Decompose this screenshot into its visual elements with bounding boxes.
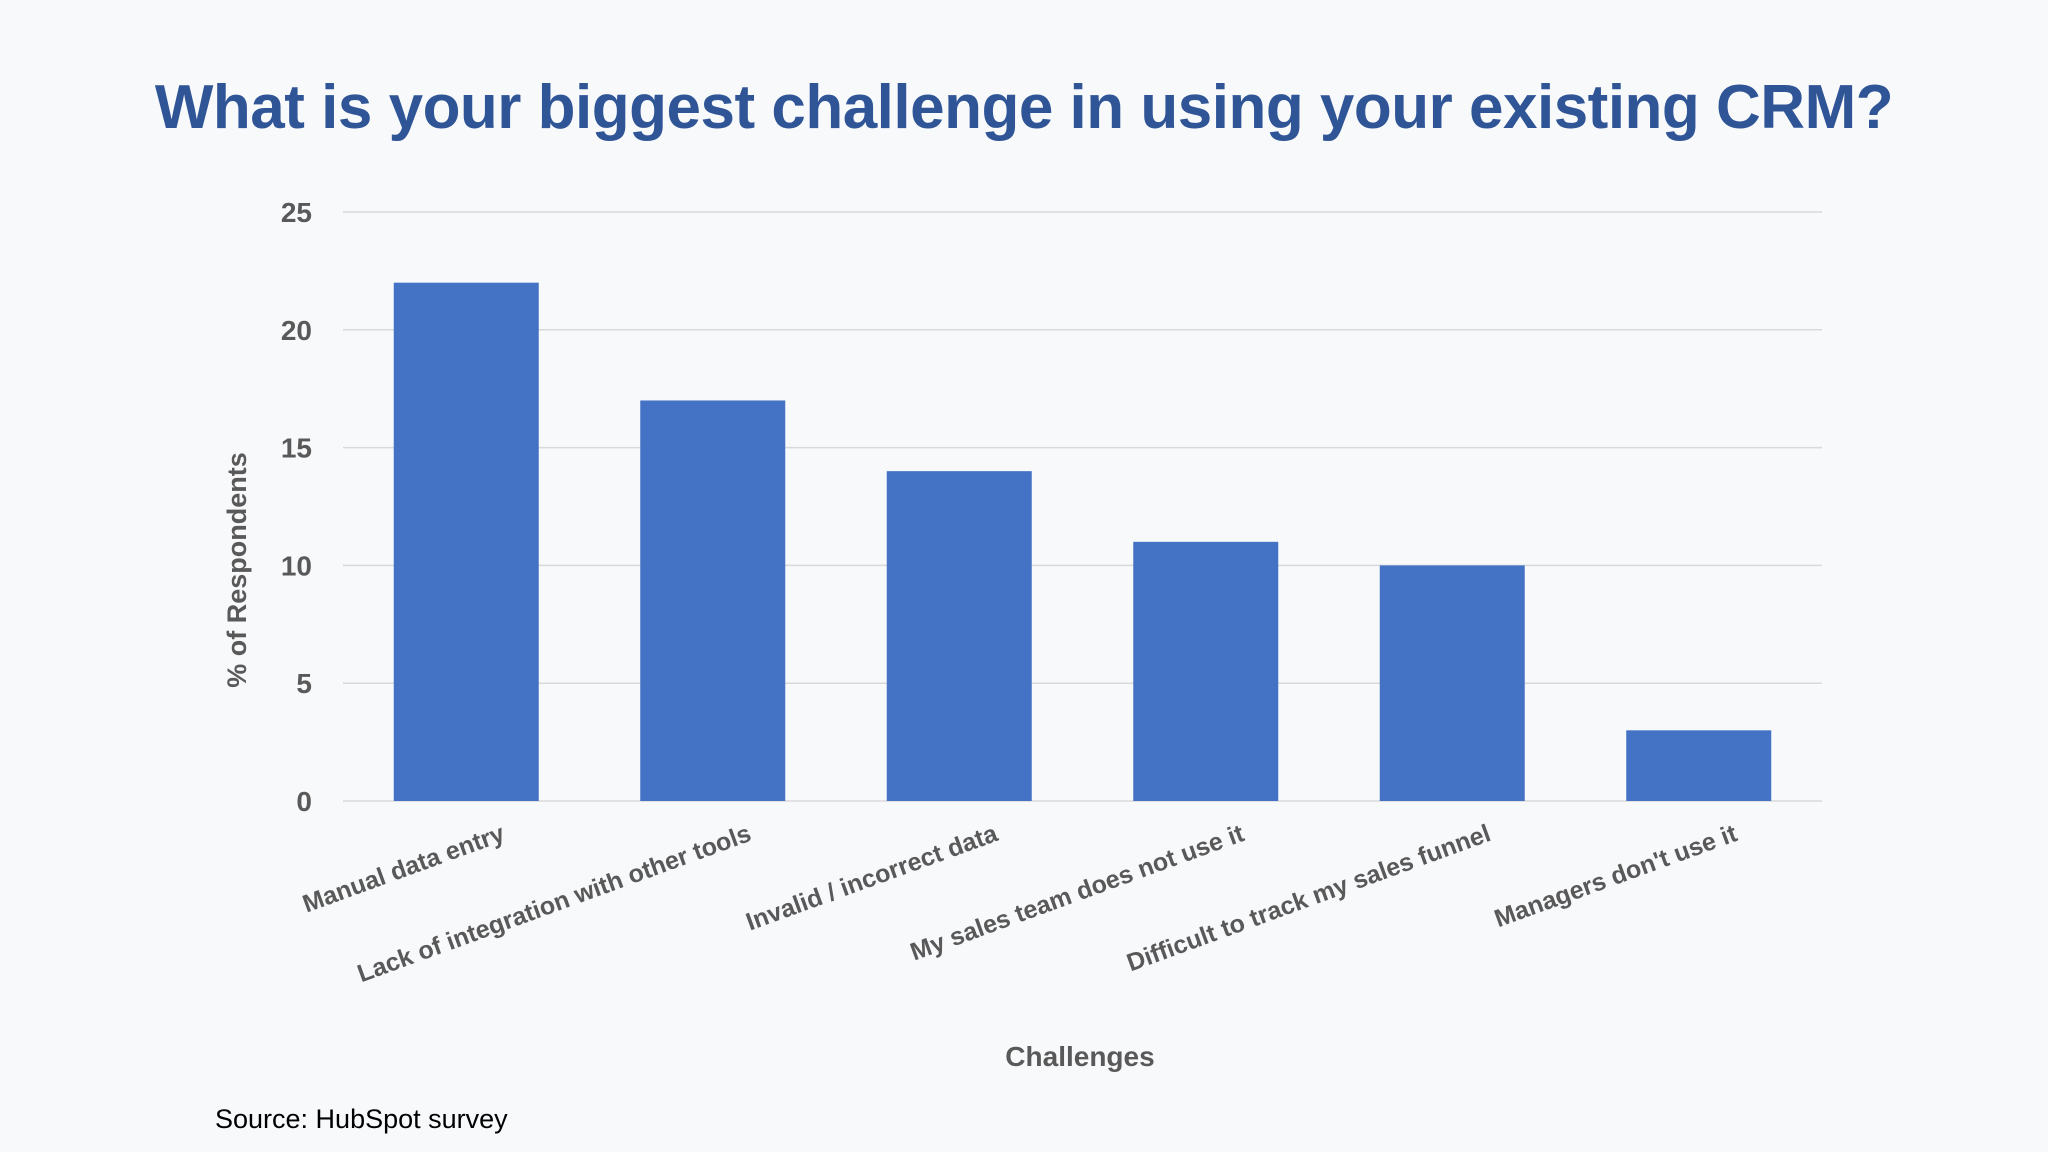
y-tick-label: 25 bbox=[281, 197, 312, 228]
bars bbox=[393, 282, 1772, 801]
source-note: Source: HubSpot survey bbox=[215, 1104, 508, 1134]
y-tick-label: 10 bbox=[281, 550, 312, 581]
bar bbox=[1133, 541, 1279, 801]
bar bbox=[1626, 730, 1772, 801]
bar bbox=[640, 400, 786, 801]
bar bbox=[393, 282, 539, 801]
x-tick-label: Manual data entry bbox=[299, 819, 508, 918]
x-axis-label: Challenges bbox=[1005, 1041, 1154, 1072]
y-axis-label: % of Respondents bbox=[222, 452, 252, 688]
y-tick-label: 20 bbox=[281, 315, 312, 346]
chart-title: What is your biggest challenge in using … bbox=[154, 73, 1894, 142]
gridlines bbox=[343, 211, 1822, 802]
x-tick-label: Lack of integration with other tools bbox=[354, 819, 755, 988]
y-tick-label: 0 bbox=[296, 786, 312, 817]
bar bbox=[886, 471, 1032, 801]
y-tick-label: 5 bbox=[296, 668, 312, 699]
y-tick-labels: 0 5 10 15 20 25 bbox=[281, 197, 312, 817]
bar bbox=[1379, 565, 1525, 801]
y-tick-label: 15 bbox=[281, 433, 312, 464]
x-tick-label: Managers don't use it bbox=[1491, 819, 1742, 933]
